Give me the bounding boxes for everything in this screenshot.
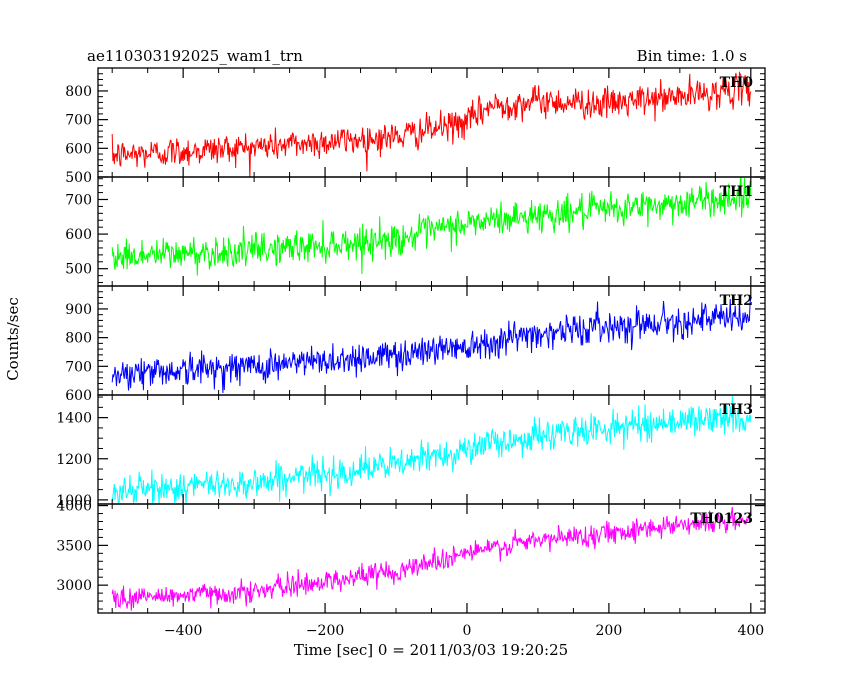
y-tick-label: 700 xyxy=(65,192,92,208)
y-tick-label: 1000 xyxy=(56,493,92,509)
x-axis: −400 −200 0 200 400 xyxy=(164,623,764,639)
y-tick-label: 500 xyxy=(65,170,92,186)
panel-frame xyxy=(97,394,766,505)
x-tick-label: 200 xyxy=(596,623,623,639)
y-tick-label: 3000 xyxy=(56,578,92,594)
y-tick-label: 800 xyxy=(65,331,92,347)
y-tick-label: 1200 xyxy=(56,452,92,468)
x-tick-label: 400 xyxy=(737,623,764,639)
panel-label-th1: TH1 xyxy=(720,184,753,200)
panel-th2: 600 700 800 900 TH2 xyxy=(65,285,766,404)
panel-label-th0: TH0 xyxy=(720,75,754,91)
panel-th1: 500 600 700 TH1 xyxy=(65,176,766,287)
y-tick-label: 600 xyxy=(65,227,92,243)
y-tick-label: 500 xyxy=(65,262,92,278)
panel-label-th2: TH2 xyxy=(720,293,753,309)
panel-label-th3: TH3 xyxy=(720,402,753,418)
x-tick-label: −200 xyxy=(306,623,344,639)
y-tick-label: 3500 xyxy=(56,538,92,554)
series-line-th2 xyxy=(111,299,752,394)
panel-frame xyxy=(97,503,766,614)
y-tick-label: 700 xyxy=(65,359,92,375)
y-tick-label: 1400 xyxy=(56,411,92,427)
chart-title: ae110303192025_wam1_trn xyxy=(87,47,303,65)
y-tick-label: 600 xyxy=(65,388,92,404)
y-tick-label: 800 xyxy=(65,84,92,100)
bin-time-label: Bin time: 1.0 s xyxy=(637,47,747,65)
y-tick-label: 900 xyxy=(65,302,92,318)
series-line-th0 xyxy=(111,70,752,177)
y-tick-label: 700 xyxy=(65,113,92,129)
y-tick-label: 4000 xyxy=(56,499,92,515)
x-tick-label: −400 xyxy=(164,623,202,639)
panel-th3: 1000 1200 1400 TH3 xyxy=(56,394,766,509)
panel-th0: 500 600 700 800 TH0 xyxy=(65,67,766,186)
series-line-th0123 xyxy=(111,506,752,611)
x-axis-title: Time [sec] 0 = 2011/03/03 19:20:25 xyxy=(294,641,568,659)
series-line-th3 xyxy=(111,395,752,504)
series-line-th1 xyxy=(111,177,752,276)
panel-label-th0123: TH0123 xyxy=(690,511,753,527)
x-tick-label: 0 xyxy=(463,623,472,639)
panel-frame xyxy=(97,67,766,178)
y-axis-title: Counts/sec xyxy=(4,297,22,381)
panel-frame xyxy=(97,285,766,396)
panels-group: 500 600 700 800 TH0 500 600 700 TH1 600 700 800 900 T… xyxy=(56,67,766,614)
y-tick-label: 600 xyxy=(65,141,92,157)
panel-th0123: 3000 3500 4000 TH0123 xyxy=(56,499,766,614)
